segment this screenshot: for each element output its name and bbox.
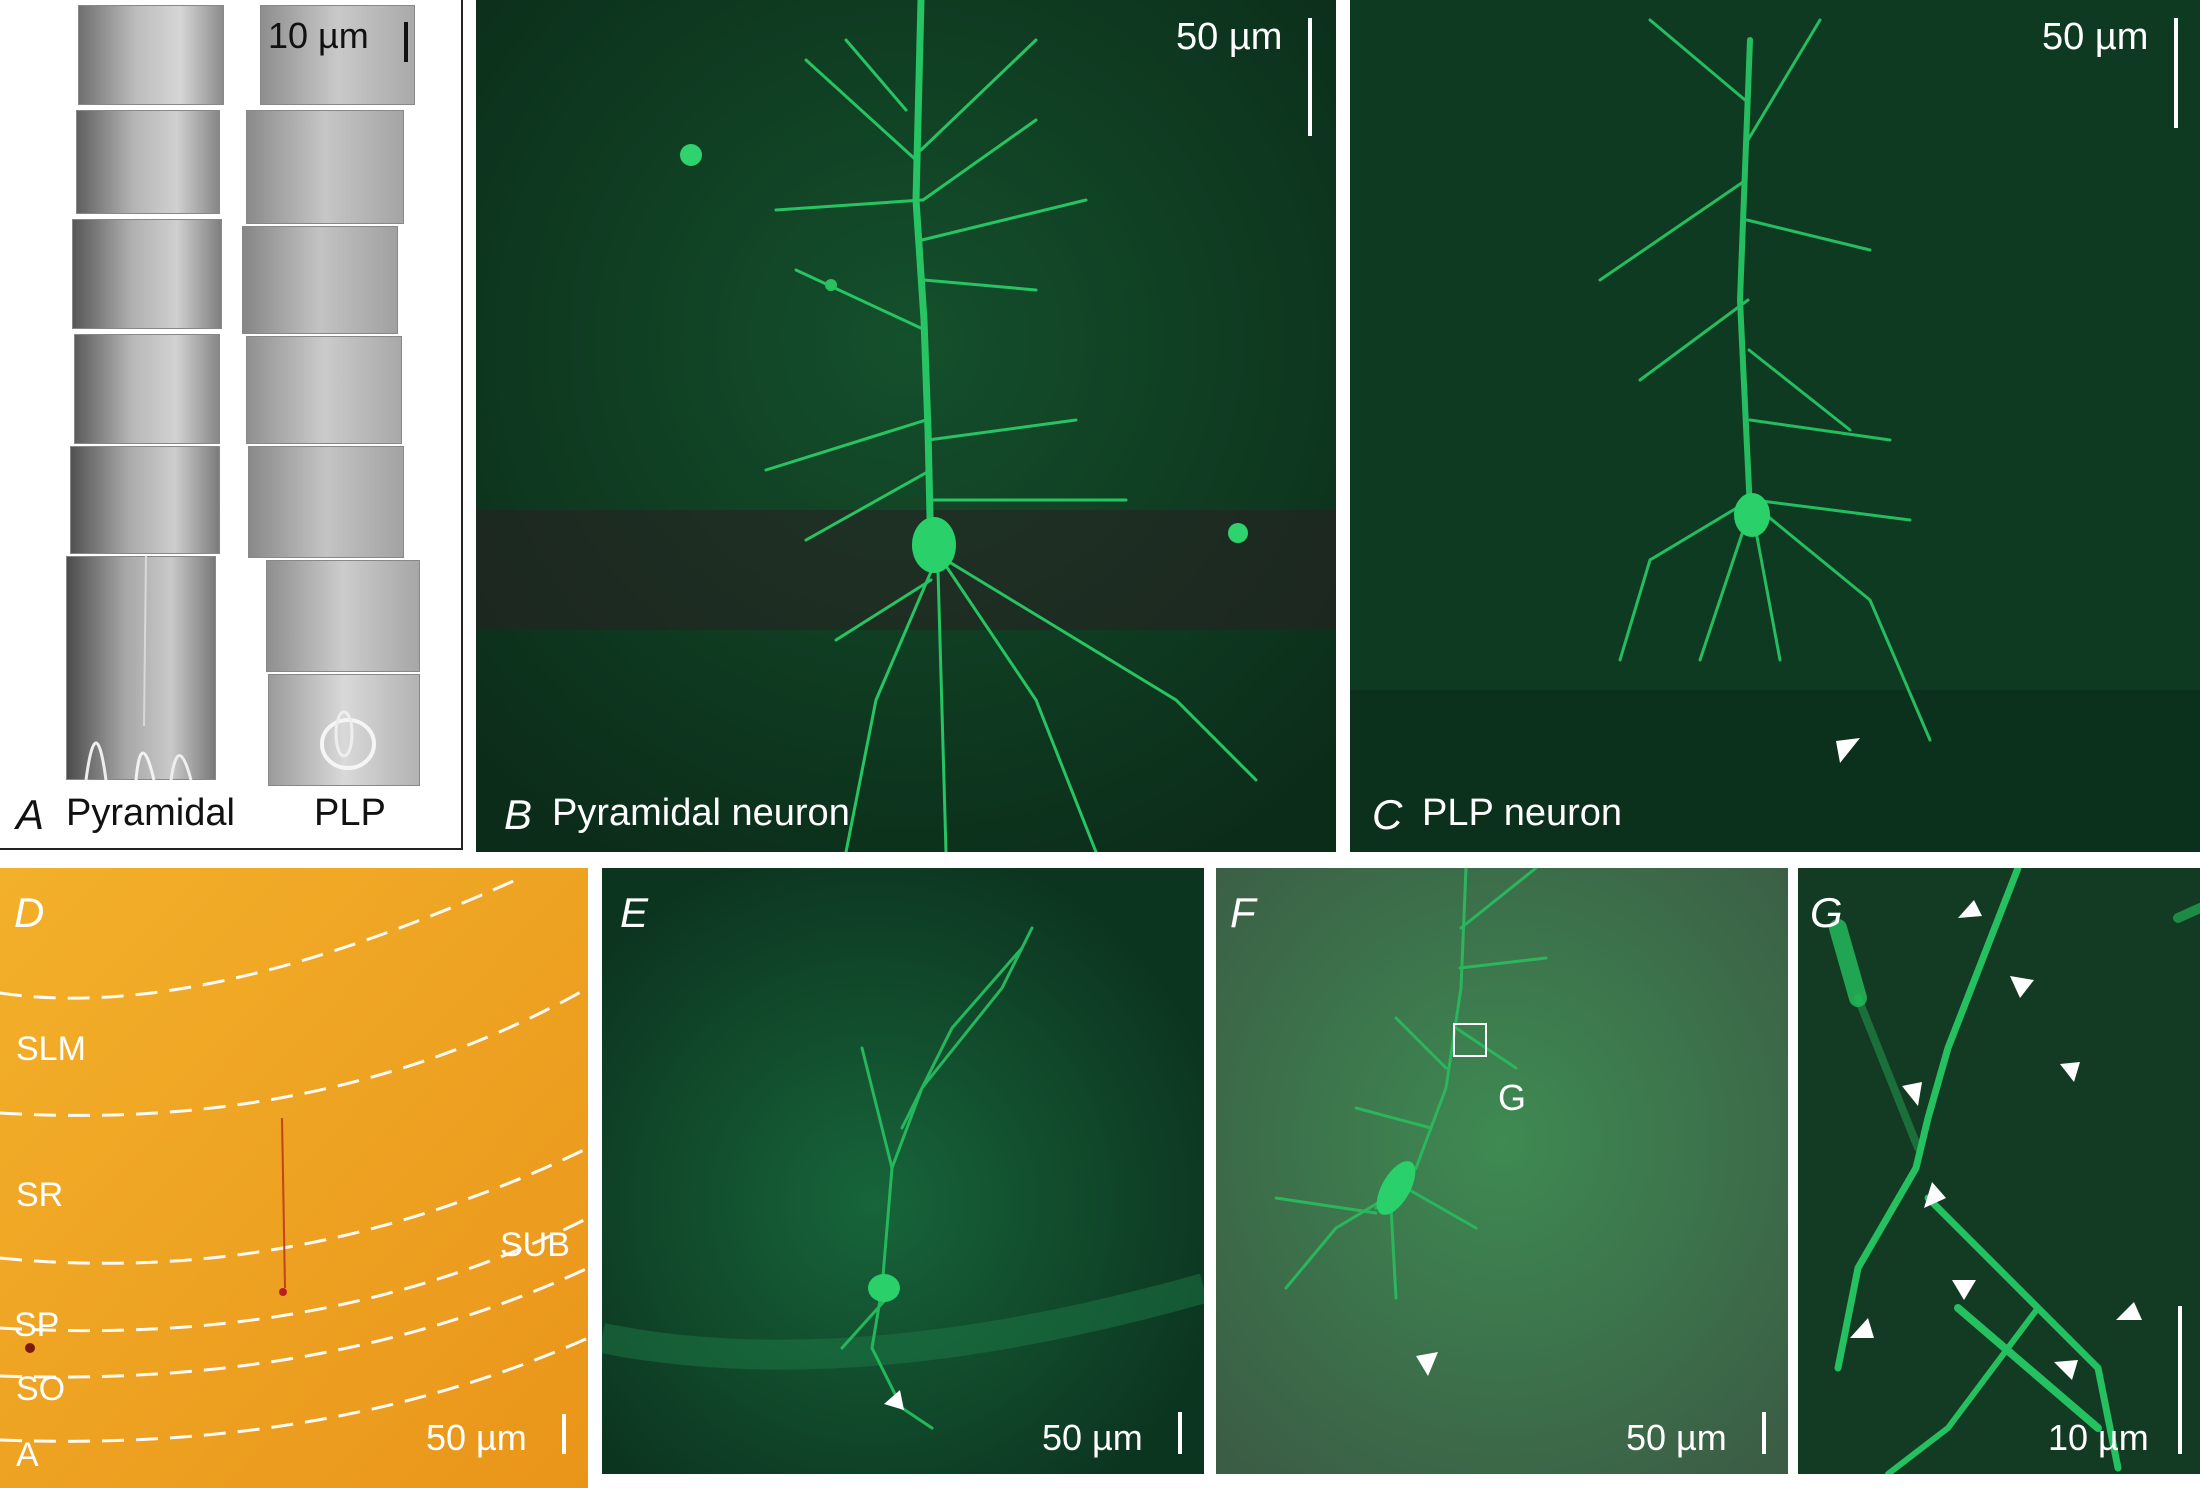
plp-dic-tile-6 xyxy=(266,560,420,672)
panel-g: G 10 µm xyxy=(1798,868,2200,1474)
panel-d-scale-label: 50 µm xyxy=(426,1417,527,1458)
plp-dic-tile-1 xyxy=(260,5,415,105)
panel-b-title: Pyramidal neuron xyxy=(552,792,850,834)
panel-d-scale-bar xyxy=(562,1414,566,1454)
panel-f-scale-bar xyxy=(1762,1412,1766,1454)
plp-dic-tile-4 xyxy=(246,336,402,444)
panel-e-letter: E xyxy=(620,889,649,936)
panel-a-scale-label: 10 µm xyxy=(268,15,369,56)
pyramidal-dic-somata xyxy=(84,556,193,780)
panel-a-plp-label: PLP xyxy=(314,792,386,834)
pyramidal-dic-tile-3 xyxy=(72,219,222,329)
layer-label-sr: SR xyxy=(16,1176,64,1214)
pyramidal-dic-tile-6 xyxy=(66,556,216,780)
pyramidal-dic-tile-1 xyxy=(78,5,224,105)
panel-f: F G 50 µm xyxy=(1216,868,1788,1474)
panel-f-neuron-image xyxy=(1216,868,1788,1474)
plp-neuron-image xyxy=(1350,0,2200,852)
layer-label-sub: SUB xyxy=(500,1226,570,1264)
panel-a-frame: 10 µm A Pyramidal PLP xyxy=(0,0,463,850)
plp-dic-tile-3 xyxy=(242,226,398,334)
pyramidal-dic-tile-2 xyxy=(76,110,220,214)
panel-g-dendrite-image xyxy=(1798,868,2200,1474)
panel-e-scale-bar xyxy=(1178,1412,1182,1454)
panel-c-title: PLP neuron xyxy=(1422,792,1623,834)
panel-c: 50 µm C PLP neuron xyxy=(1350,0,2200,852)
pyramidal-dic-tile-5 xyxy=(70,446,220,554)
layer-label-slm: SLM xyxy=(16,1030,86,1068)
panel-b-letter: B xyxy=(504,791,533,838)
panel-c-letter: C xyxy=(1372,791,1403,838)
panel-f-inset-label: G xyxy=(1498,1077,1527,1118)
panel-g-scale-bar xyxy=(2178,1306,2182,1454)
panel-g-scale-label: 10 µm xyxy=(2048,1417,2149,1458)
layer-label-a: A xyxy=(16,1436,39,1474)
plp-dic-tile-5 xyxy=(248,446,404,558)
panel-b-scale-bar xyxy=(1308,18,1312,136)
panel-e-neuron-image xyxy=(602,868,1204,1474)
pyramidal-neuron-image xyxy=(476,0,1336,852)
panel-b: 50 µm B Pyramidal neuron xyxy=(476,0,1336,852)
panel-a-scale-bar xyxy=(404,22,408,62)
panel-a-letter: A xyxy=(16,791,45,838)
pyramidal-dic-tile-4 xyxy=(74,334,220,444)
panel-b-scale-label: 50 µm xyxy=(1176,16,1283,58)
panel-f-letter: F xyxy=(1230,889,1256,936)
panel-e: E 50 µm xyxy=(602,868,1204,1474)
panel-g-letter: G xyxy=(1810,889,1843,936)
plp-dic-tile-2 xyxy=(246,110,404,224)
panel-c-scale-label: 50 µm xyxy=(2042,16,2149,58)
panel-e-scale-label: 50 µm xyxy=(1042,1417,1143,1458)
panel-d-letter: D xyxy=(14,889,45,936)
panel-c-scale-bar xyxy=(2174,18,2178,128)
panel-f-scale-label: 50 µm xyxy=(1626,1417,1727,1458)
brightfield-hippocampus-image xyxy=(0,868,588,1488)
panel-d: D SLM SR SUB SP SO A 50 µm xyxy=(0,868,588,1488)
plp-dic-soma xyxy=(320,710,376,770)
layer-label-sp: SP xyxy=(14,1306,60,1344)
panel-a-pyramidal-label: Pyramidal xyxy=(66,792,235,834)
layer-label-so: SO xyxy=(16,1370,66,1408)
